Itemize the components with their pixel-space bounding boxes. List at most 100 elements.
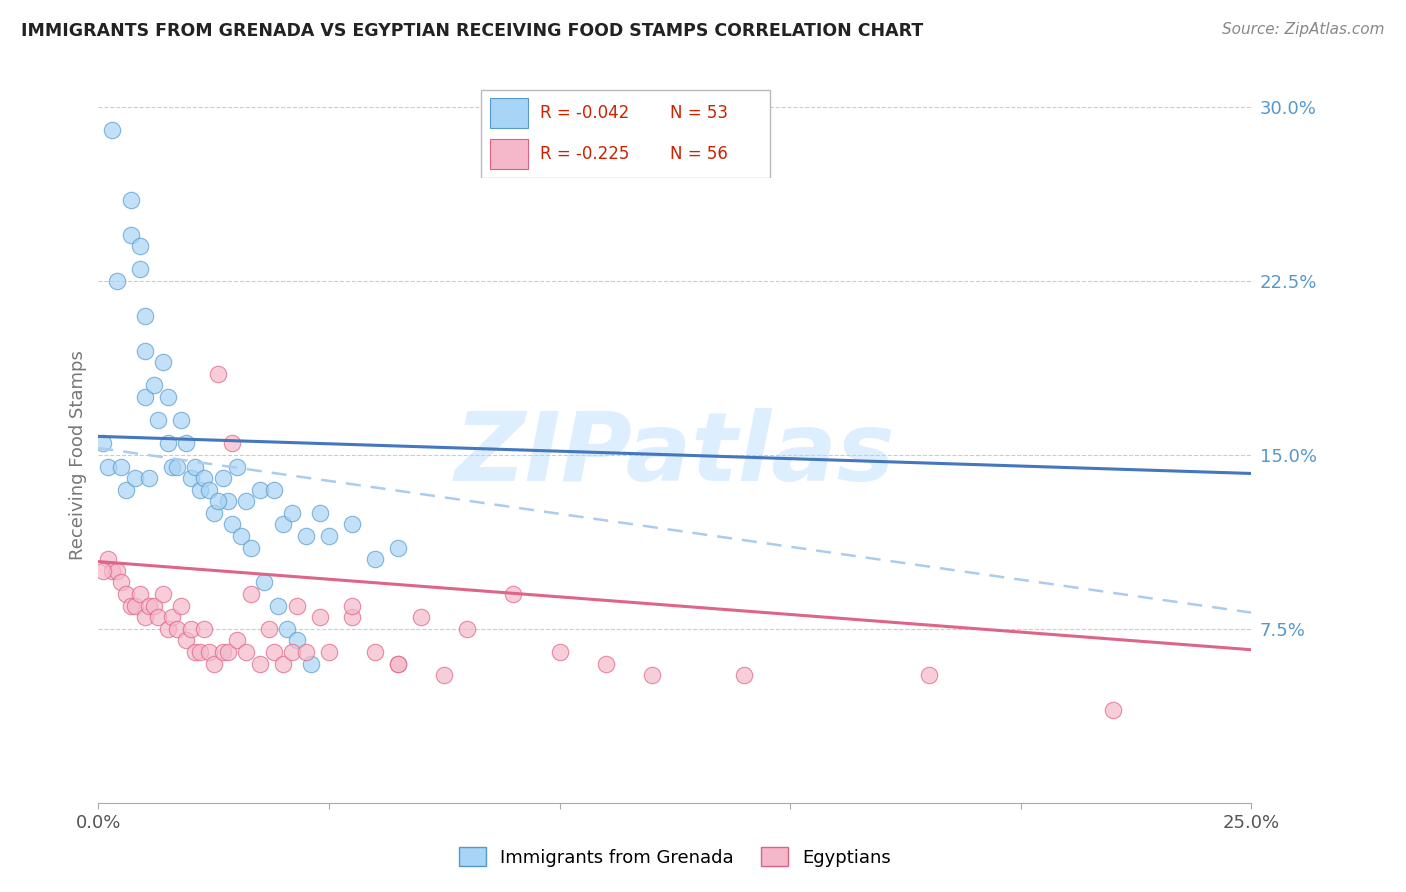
Point xyxy=(115,483,138,497)
Point xyxy=(364,552,387,566)
Point xyxy=(110,575,132,590)
Point xyxy=(221,517,243,532)
Point xyxy=(166,622,188,636)
Point xyxy=(212,645,235,659)
Point xyxy=(198,645,221,659)
Point xyxy=(156,436,179,450)
Point xyxy=(733,668,755,682)
Point xyxy=(212,471,235,485)
Point xyxy=(308,506,330,520)
Point xyxy=(134,309,156,323)
Point xyxy=(180,471,202,485)
Point xyxy=(340,517,363,532)
Point xyxy=(217,494,239,508)
Point xyxy=(124,471,146,485)
Point xyxy=(225,459,247,474)
Point xyxy=(160,610,183,624)
Point xyxy=(166,459,188,474)
Point xyxy=(188,645,211,659)
Point xyxy=(502,587,524,601)
FancyBboxPatch shape xyxy=(489,139,529,169)
Point xyxy=(101,123,124,137)
Point xyxy=(148,610,170,624)
Point xyxy=(276,622,298,636)
Text: N = 53: N = 53 xyxy=(671,104,728,122)
Y-axis label: Receiving Food Stamps: Receiving Food Stamps xyxy=(69,350,87,560)
Point xyxy=(595,657,617,671)
Point xyxy=(217,645,239,659)
Point xyxy=(387,541,409,555)
Point xyxy=(91,564,114,578)
Point xyxy=(156,390,179,404)
Point xyxy=(188,483,211,497)
Point xyxy=(193,471,215,485)
Point xyxy=(271,657,294,671)
Point xyxy=(225,633,247,648)
Point xyxy=(548,645,571,659)
Point xyxy=(318,529,340,543)
Text: Source: ZipAtlas.com: Source: ZipAtlas.com xyxy=(1222,22,1385,37)
Point xyxy=(170,413,193,427)
Point xyxy=(207,494,229,508)
FancyBboxPatch shape xyxy=(481,90,770,178)
Point xyxy=(318,645,340,659)
Point xyxy=(142,378,165,392)
Point xyxy=(340,610,363,624)
Point xyxy=(235,494,257,508)
Point xyxy=(138,471,160,485)
Point xyxy=(271,517,294,532)
Point xyxy=(257,622,280,636)
Point xyxy=(263,483,285,497)
Point xyxy=(253,575,276,590)
Text: R = -0.042: R = -0.042 xyxy=(540,104,630,122)
Point xyxy=(411,610,433,624)
Point xyxy=(134,610,156,624)
Point xyxy=(97,459,120,474)
Point xyxy=(285,599,308,613)
Point xyxy=(120,193,142,207)
Point xyxy=(170,599,193,613)
Point xyxy=(387,657,409,671)
Point xyxy=(152,587,174,601)
Point xyxy=(456,622,478,636)
Point xyxy=(110,459,132,474)
Point xyxy=(364,645,387,659)
Point xyxy=(129,239,152,253)
Point xyxy=(249,483,271,497)
Point xyxy=(152,355,174,369)
Point xyxy=(134,343,156,358)
Legend: Immigrants from Grenada, Egyptians: Immigrants from Grenada, Egyptians xyxy=(451,840,898,874)
Text: N = 56: N = 56 xyxy=(671,145,728,163)
Point xyxy=(281,645,304,659)
Point xyxy=(174,633,197,648)
Point xyxy=(124,599,146,613)
Point xyxy=(160,459,183,474)
Point xyxy=(148,413,170,427)
Point xyxy=(1102,703,1125,717)
Point xyxy=(198,483,221,497)
Point xyxy=(221,436,243,450)
Text: IMMIGRANTS FROM GRENADA VS EGYPTIAN RECEIVING FOOD STAMPS CORRELATION CHART: IMMIGRANTS FROM GRENADA VS EGYPTIAN RECE… xyxy=(21,22,924,40)
Point xyxy=(235,645,257,659)
Point xyxy=(105,274,128,288)
FancyBboxPatch shape xyxy=(489,98,529,128)
Point xyxy=(387,657,409,671)
Point xyxy=(239,541,262,555)
Point xyxy=(207,367,229,381)
Point xyxy=(101,564,124,578)
Point xyxy=(91,436,114,450)
Point xyxy=(202,657,225,671)
Point xyxy=(263,645,285,659)
Point xyxy=(120,227,142,242)
Point xyxy=(97,552,120,566)
Point xyxy=(641,668,664,682)
Point xyxy=(193,622,215,636)
Point xyxy=(267,599,290,613)
Point xyxy=(180,622,202,636)
Point xyxy=(299,657,322,671)
Point xyxy=(129,262,152,277)
Point xyxy=(917,668,939,682)
Point xyxy=(184,645,207,659)
Point xyxy=(239,587,262,601)
Text: ZIPatlas: ZIPatlas xyxy=(454,409,896,501)
